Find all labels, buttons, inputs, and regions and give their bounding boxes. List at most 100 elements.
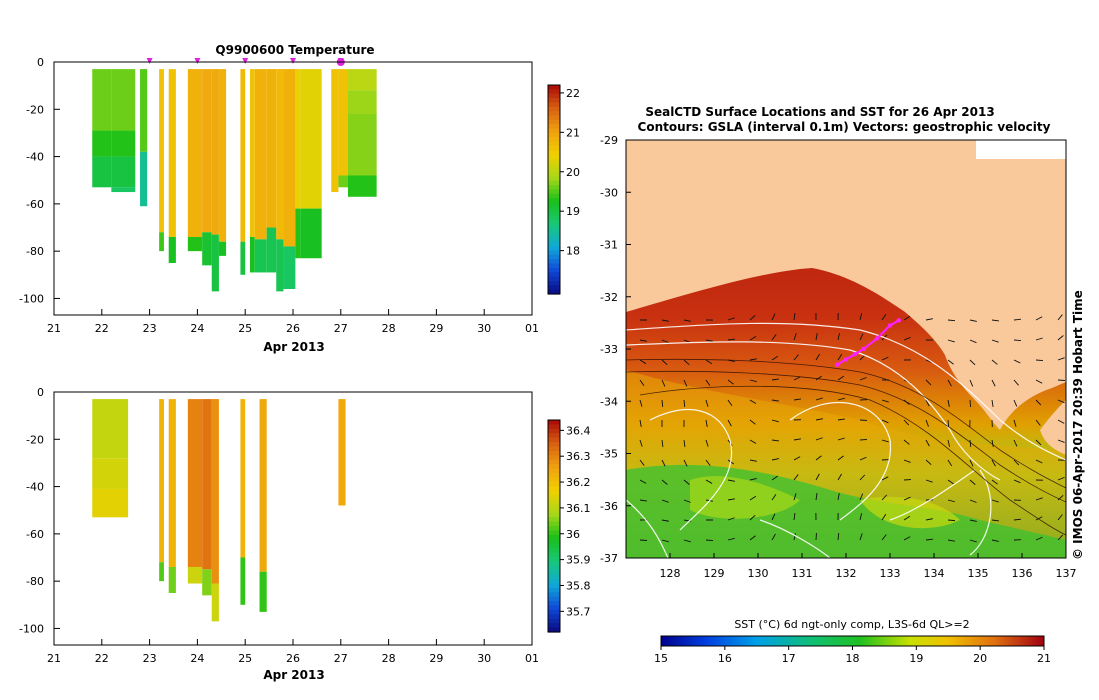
colorbar-swatch bbox=[548, 145, 560, 151]
velocity-vector bbox=[1057, 534, 1064, 541]
seal-location bbox=[852, 352, 857, 357]
velocity-vector bbox=[639, 379, 645, 387]
colorbar-swatch bbox=[548, 111, 560, 117]
velocity-vector bbox=[1057, 357, 1065, 361]
velocity-vector bbox=[881, 513, 887, 521]
sst-colorbar-tick-label: 19 bbox=[909, 652, 923, 665]
velocity-vector bbox=[1013, 439, 1018, 447]
x-tick-label: 25 bbox=[238, 652, 252, 665]
velocity-vector bbox=[727, 399, 733, 406]
velocity-vector bbox=[991, 499, 999, 503]
velocity-vector bbox=[1013, 419, 1017, 427]
velocity-vector bbox=[837, 493, 840, 501]
velocity-vector bbox=[793, 533, 796, 541]
x-tick-label: 23 bbox=[143, 322, 157, 335]
profile-cell bbox=[92, 156, 112, 188]
velocity-vector bbox=[727, 338, 735, 341]
velocity-vector bbox=[991, 519, 999, 522]
velocity-vector bbox=[683, 499, 691, 503]
velocity-vector bbox=[749, 358, 757, 361]
profile-time-marker bbox=[242, 58, 249, 64]
profile-cell bbox=[266, 227, 277, 273]
colorbar-swatch bbox=[548, 159, 560, 164]
profile-cell bbox=[140, 151, 148, 207]
gsla-contour bbox=[626, 341, 1001, 481]
velocity-vector bbox=[749, 535, 756, 541]
profile-cell bbox=[300, 208, 322, 259]
colorbar-swatch bbox=[548, 420, 560, 426]
velocity-vector bbox=[881, 313, 887, 321]
profile-cell bbox=[187, 399, 203, 567]
colorbar-swatch bbox=[548, 172, 560, 178]
velocity-vector bbox=[683, 539, 691, 543]
velocity-vector bbox=[947, 479, 955, 485]
velocity-vector bbox=[1057, 476, 1065, 481]
colorbar-swatch bbox=[548, 141, 560, 147]
y-tick-label: -60 bbox=[26, 528, 44, 541]
velocity-vector bbox=[793, 354, 799, 361]
gsla-contour bbox=[889, 469, 976, 521]
velocity-vector bbox=[705, 439, 709, 447]
colorbar-swatch bbox=[548, 614, 560, 620]
colorbar-swatch bbox=[548, 574, 560, 580]
x-tick-label: 26 bbox=[286, 322, 300, 335]
velocity-vector bbox=[683, 319, 691, 322]
colorbar-tick-label: 36 bbox=[566, 528, 580, 541]
colorbar-tick-label: 35.9 bbox=[566, 554, 591, 567]
velocity-vector bbox=[749, 514, 756, 521]
colorbar-swatch bbox=[548, 180, 560, 186]
map-x-tick-label: 133 bbox=[880, 567, 901, 580]
profile-cell bbox=[202, 232, 212, 266]
velocity-vector bbox=[991, 379, 996, 387]
colorbar-swatch bbox=[548, 185, 560, 191]
velocity-vector bbox=[705, 459, 711, 466]
velocity-vector bbox=[947, 539, 955, 542]
bathymetry-contour bbox=[626, 358, 1066, 489]
colorbar-swatch bbox=[548, 132, 560, 138]
velocity-vector bbox=[859, 493, 864, 501]
velocity-vector bbox=[969, 319, 977, 322]
x-tick-label: 24 bbox=[190, 652, 204, 665]
velocity-vector bbox=[793, 513, 796, 521]
gsla-contour bbox=[789, 402, 892, 521]
velocity-vector bbox=[969, 399, 972, 408]
velocity-vector bbox=[705, 339, 713, 342]
colorbar-swatch bbox=[548, 128, 560, 134]
map-y-tick-label: -36 bbox=[600, 500, 618, 513]
colorbar-tick-label: 36.3 bbox=[566, 450, 591, 463]
colorbar-swatch bbox=[548, 215, 560, 221]
velocity-vector bbox=[837, 353, 843, 361]
velocity-vector bbox=[1057, 379, 1066, 381]
velocity-vector bbox=[749, 459, 757, 462]
x-tick-label: 29 bbox=[429, 322, 443, 335]
velocity-vector bbox=[793, 493, 797, 501]
profile-cell bbox=[168, 566, 176, 593]
velocity-vector bbox=[749, 478, 757, 481]
velocity-vector bbox=[1057, 419, 1065, 424]
profile-cell bbox=[259, 399, 267, 572]
velocity-vector bbox=[1013, 318, 1022, 321]
gsla-contour bbox=[649, 409, 733, 531]
x-tick-label: 21 bbox=[47, 652, 61, 665]
profile-cell bbox=[159, 562, 164, 582]
velocity-vector bbox=[969, 379, 974, 387]
bathymetry-contours bbox=[626, 358, 1066, 536]
imos-credit: © IMOS 06-Apr-2017 20:39 Hobart Time bbox=[1071, 290, 1085, 560]
velocity-vector bbox=[1035, 359, 1044, 361]
colorbar-swatch bbox=[548, 543, 560, 549]
profile-cell bbox=[249, 69, 255, 237]
profile-cell bbox=[202, 399, 212, 570]
velocity-vector bbox=[991, 459, 996, 467]
profile-cell bbox=[347, 175, 377, 197]
velocity-vector bbox=[969, 359, 976, 366]
velocity-vector bbox=[771, 313, 776, 321]
profile-cell bbox=[338, 69, 348, 176]
colorbar-swatch bbox=[548, 228, 560, 234]
velocity-vector bbox=[639, 339, 647, 342]
velocity-vector bbox=[925, 379, 932, 386]
colorbar-swatch bbox=[548, 106, 560, 112]
temperature-section-panel: Q9900600 Temperature 21 22 23 24 25 26 27 28 29 3… bbox=[19, 43, 580, 354]
profile-cell bbox=[266, 69, 277, 228]
profile-cell bbox=[240, 399, 246, 558]
